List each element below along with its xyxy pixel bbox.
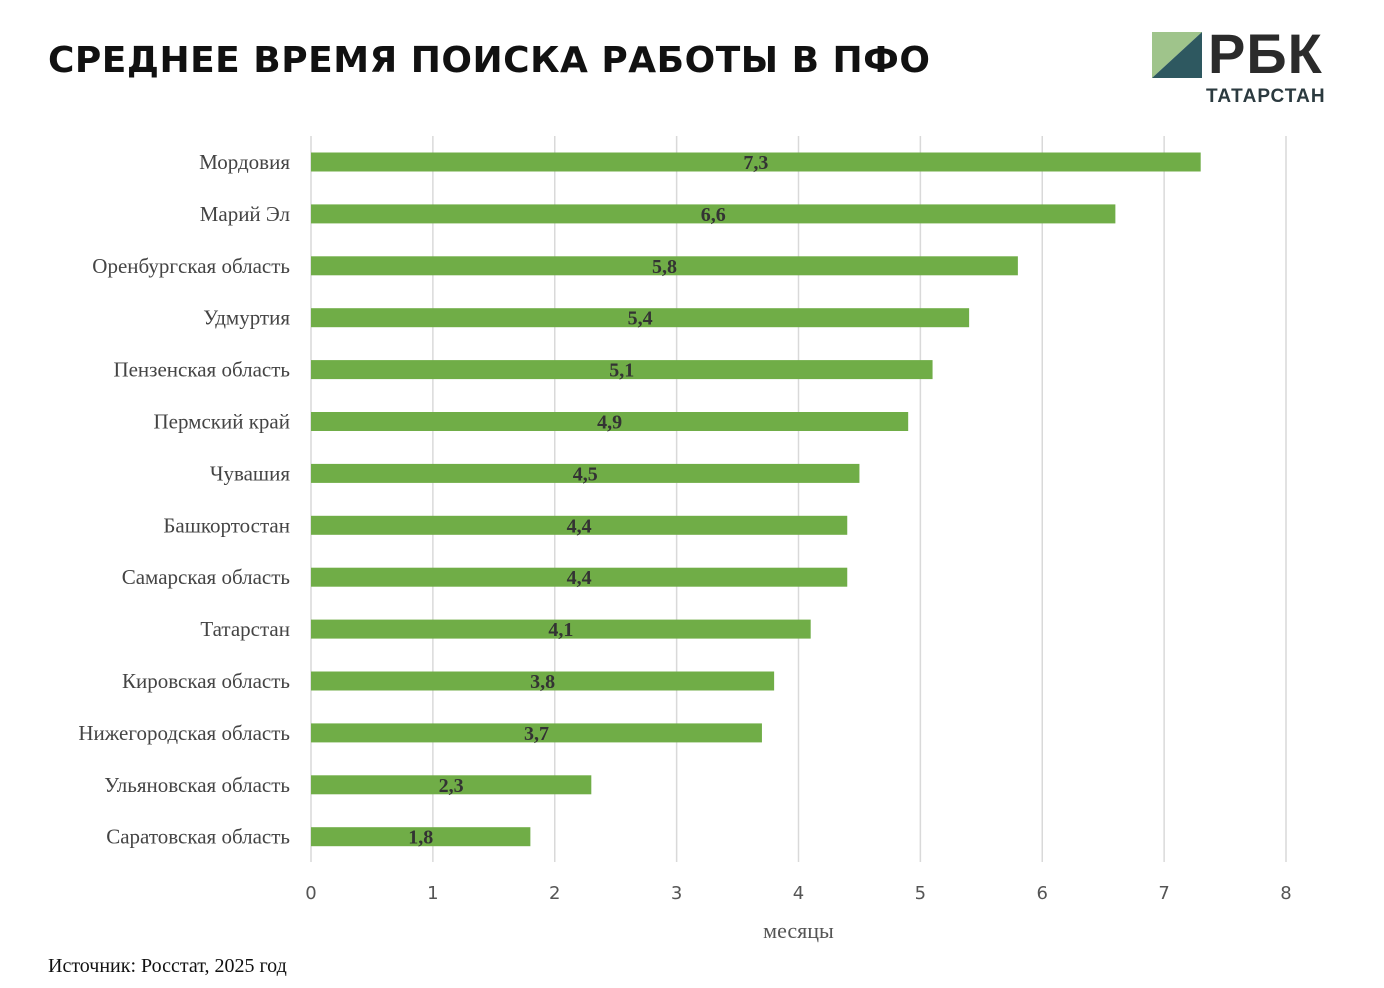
x-tick-label: 4	[793, 883, 804, 904]
value-label: 4,1	[548, 619, 573, 641]
x-tick-label: 6	[1037, 883, 1048, 904]
category-label: Мордовия	[199, 150, 290, 174]
x-tick-labels: 0 1 2 3 4 5 6 7 8	[305, 883, 1291, 904]
category-label: Чувашия	[210, 461, 291, 485]
category-label: Пензенская область	[113, 358, 290, 382]
category-label: Самарская область	[122, 565, 290, 589]
bars	[311, 152, 1201, 847]
category-labels: Мордовия Марий Эл Оренбургская область Удму…	[78, 150, 290, 849]
category-label: Саратовская область	[106, 825, 290, 849]
category-label: Марий Эл	[200, 202, 290, 226]
value-label: 3,8	[530, 671, 555, 693]
value-label: 5,8	[652, 256, 677, 278]
grid-lines	[310, 136, 1287, 862]
category-label: Оренбургская область	[92, 254, 290, 278]
bar	[311, 308, 970, 328]
value-label: 4,4	[567, 567, 592, 589]
x-tick-label: 2	[549, 883, 560, 904]
x-tick-label: 0	[305, 883, 316, 904]
source-note: Источник: Росстат, 2025 год	[48, 955, 287, 977]
value-label: 5,4	[628, 308, 653, 330]
category-label: Нижегородская область	[78, 721, 290, 745]
bar	[311, 204, 1116, 224]
bar	[311, 360, 933, 380]
logo-subtitle: ТАТАРСТАН	[1206, 86, 1326, 107]
bar	[311, 671, 775, 691]
category-label: Татарстан	[200, 617, 290, 641]
value-label: 1,8	[408, 827, 433, 849]
value-label: 4,4	[567, 515, 592, 537]
value-label: 4,9	[597, 412, 622, 434]
bar	[311, 515, 848, 535]
bar	[311, 827, 531, 847]
x-tick-label: 5	[915, 883, 926, 904]
bar	[311, 463, 860, 483]
value-label: 3,7	[524, 723, 549, 745]
category-label: Ульяновская область	[104, 773, 290, 797]
bar	[311, 412, 909, 431]
category-label: Башкортостан	[163, 513, 290, 537]
value-labels: 7,3 6,6 5,8 5,4 5,1 4,9 4,5 4,4 4,4 4,1 3,8 3,7 2,3 1…	[408, 152, 768, 849]
logo-mark-icon	[1152, 32, 1202, 78]
rbc-logo: РБК ТАТАРСТАН	[1150, 22, 1350, 110]
logo-word: РБК	[1208, 22, 1323, 85]
value-label: 6,6	[701, 204, 726, 226]
value-label: 5,1	[609, 360, 634, 382]
bar	[311, 152, 1201, 172]
value-label: 4,5	[573, 463, 598, 485]
category-label: Кировская область	[122, 669, 290, 693]
bar	[311, 619, 811, 639]
bar	[311, 567, 848, 587]
x-tick-label: 3	[671, 883, 682, 904]
bar	[311, 723, 762, 743]
bar	[311, 775, 592, 795]
bar	[311, 256, 1018, 276]
x-tick-label: 7	[1158, 883, 1169, 904]
value-label: 7,3	[743, 152, 768, 174]
category-label: Удмуртия	[203, 306, 290, 330]
value-label: 2,3	[439, 775, 464, 797]
x-axis-title: месяцы	[763, 918, 834, 943]
category-label: Пермский край	[154, 410, 290, 434]
page-title: СРЕДНЕЕ ВРЕМЯ ПОИСКА РАБОТЫ В ПФО	[48, 40, 931, 81]
x-tick-label: 8	[1280, 883, 1291, 904]
x-tick-label: 1	[427, 883, 438, 904]
